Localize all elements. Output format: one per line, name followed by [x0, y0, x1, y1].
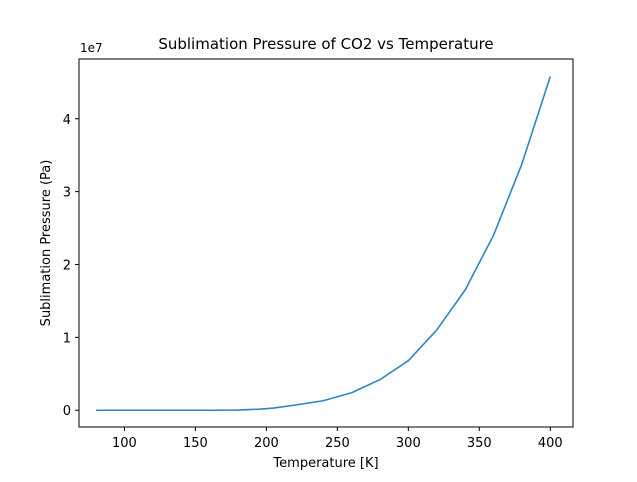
y-tick-label: 0 [63, 404, 71, 419]
x-tick-label: 350 [467, 436, 492, 451]
series-line [96, 76, 552, 412]
y-axis-label: Sublimation Pressure (Pa) [39, 160, 54, 327]
x-tick-label: 250 [325, 436, 350, 451]
x-tick-label: 150 [183, 436, 208, 451]
y-tick-label: 2 [63, 258, 71, 273]
plot-frame [78, 58, 574, 428]
x-tick-label: 300 [396, 436, 421, 451]
y-tick-label: 4 [63, 113, 71, 128]
y-tick-label: 1 [63, 331, 71, 346]
y-tick-label: 3 [63, 186, 71, 201]
x-tick-label: 200 [254, 436, 279, 451]
chart-title: Sublimation Pressure of CO2 vs Temperatu… [158, 35, 493, 53]
y-offset-label: 1e7 [80, 41, 103, 55]
x-axis-label: Temperature [K] [272, 456, 378, 471]
x-tick-label: 100 [112, 436, 137, 451]
x-tick-label: 400 [538, 436, 563, 451]
